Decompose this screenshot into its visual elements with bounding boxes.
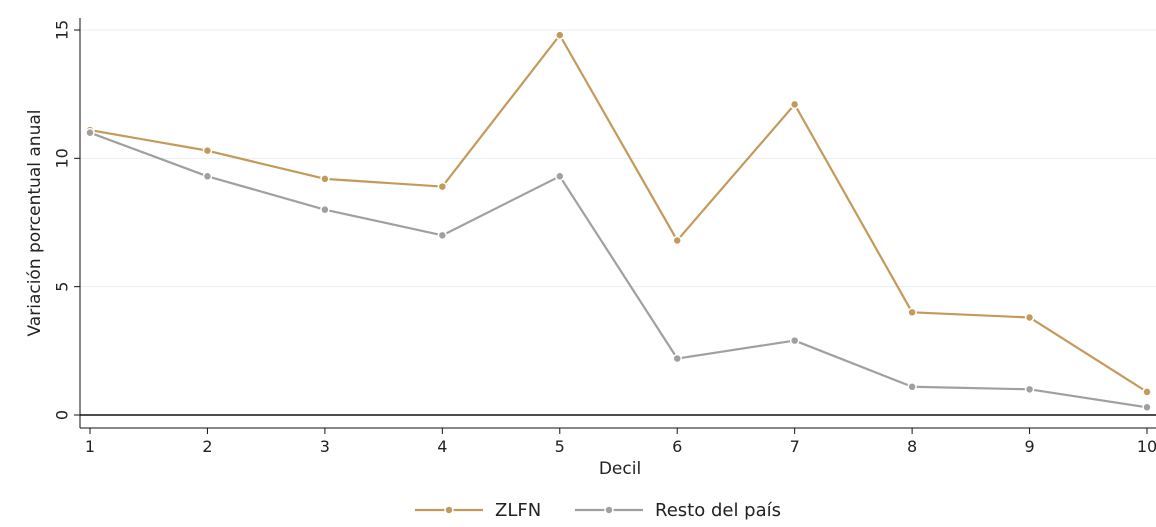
series-resto-del-pais — [85, 127, 1152, 413]
data-point — [1024, 312, 1035, 323]
series-line — [89, 131, 1148, 409]
legend-swatch-marker — [444, 505, 454, 515]
data-point — [907, 382, 917, 392]
legend: ZLFN Resto del país — [415, 500, 781, 521]
legend-label: ZLFN — [495, 500, 541, 521]
y-tick-label: 0 — [53, 410, 72, 420]
x-axis-title: Decil — [599, 459, 641, 479]
legend-label: Resto del país — [655, 500, 781, 521]
series-group — [85, 30, 1152, 413]
legend-swatch-marker — [604, 505, 614, 515]
data-point — [202, 145, 213, 156]
data-point — [437, 230, 448, 241]
y-tick-label: 10 — [53, 148, 72, 168]
data-point — [85, 127, 95, 138]
data-point — [672, 235, 682, 246]
axes: 0 5 10 15 1 2 3 4 5 6 7 8 9 10 — [53, 18, 1156, 456]
series-line — [89, 34, 1148, 393]
data-point — [555, 171, 565, 182]
data-point — [672, 353, 682, 364]
data-point — [789, 99, 800, 110]
y-tick-label: 15 — [53, 20, 72, 40]
data-point — [907, 307, 917, 318]
data-point — [320, 204, 330, 215]
data-point — [1142, 387, 1152, 397]
data-point — [789, 335, 800, 346]
x-tick-label: 2 — [202, 437, 212, 456]
data-point — [555, 30, 565, 40]
x-tick-label: 9 — [1024, 437, 1034, 456]
legend-item: ZLFN — [415, 500, 541, 521]
y-axis-title: Variación porcentual anual — [25, 110, 45, 337]
data-point — [202, 171, 213, 182]
x-tick-label: 3 — [320, 437, 330, 456]
grid-lines — [80, 29, 1156, 416]
y-tick-label: 5 — [53, 282, 72, 292]
x-tick-label: 6 — [672, 437, 682, 456]
legend-item: Resto del país — [575, 500, 781, 521]
x-tick-label: 7 — [790, 437, 800, 456]
x-tick-label: 4 — [437, 437, 447, 456]
data-point — [1142, 402, 1152, 413]
x-tick-label: 5 — [555, 437, 565, 456]
data-point — [1024, 384, 1035, 395]
data-point — [320, 174, 330, 184]
x-tick-label: 1 — [85, 437, 95, 456]
data-point — [437, 181, 448, 192]
series-zlfn — [85, 30, 1152, 397]
x-tick-label: 8 — [907, 437, 917, 456]
x-tick-label: 10 — [1137, 437, 1156, 456]
